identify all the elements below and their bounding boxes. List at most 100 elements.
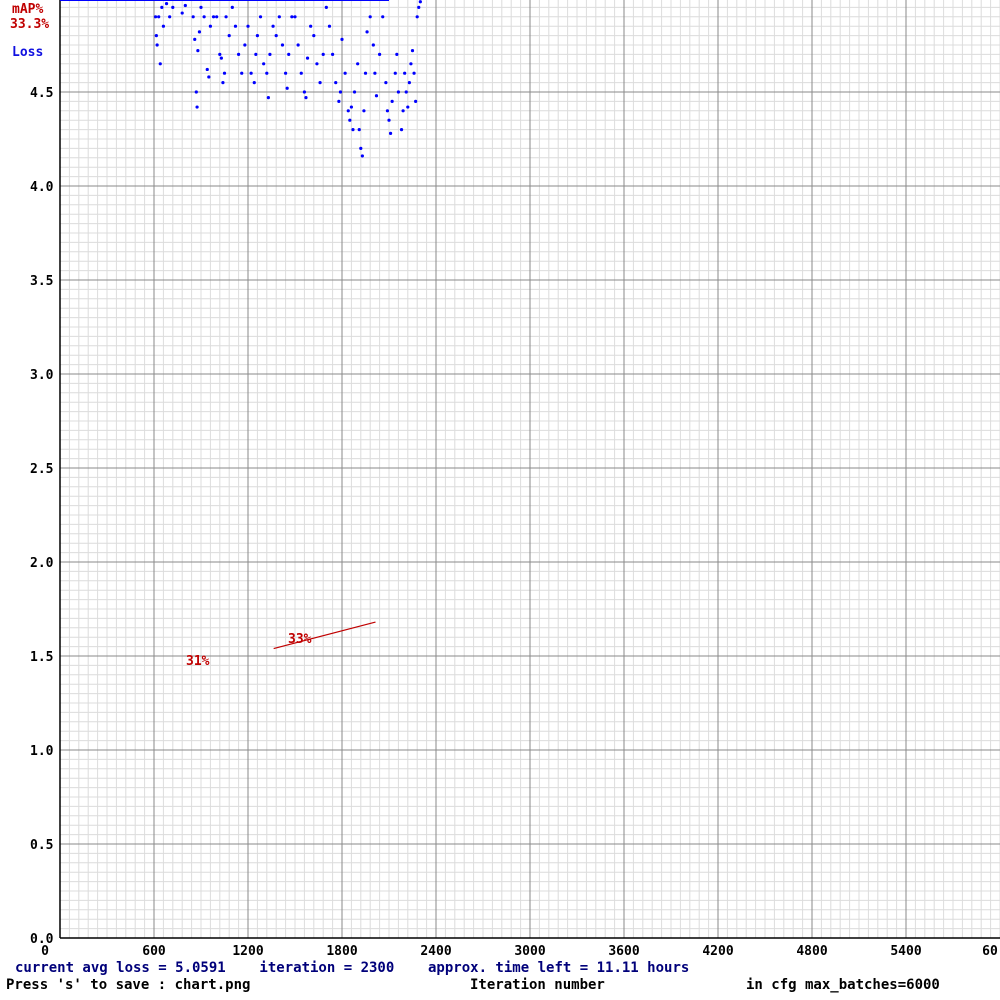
loss-point [215, 15, 219, 19]
loss-point [331, 52, 335, 57]
loss-point [285, 86, 289, 90]
legend-map-value: 33.3% [10, 17, 49, 32]
y-tick-label: 1.0 [30, 744, 54, 759]
loss-point [406, 105, 410, 109]
loss-point [363, 71, 368, 75]
loss-point [417, 5, 421, 9]
loss-point [362, 109, 366, 113]
loss-point [414, 99, 418, 103]
loss-point [155, 43, 159, 47]
legend-map-label: mAP% [12, 2, 43, 17]
loss-point [321, 52, 325, 57]
loss-point [196, 49, 200, 53]
x-tick-label: 60 [982, 944, 998, 959]
loss-point [197, 30, 202, 34]
loss-point [403, 71, 407, 75]
loss-point [378, 52, 382, 57]
loss-point [374, 94, 379, 98]
loss-point [249, 71, 253, 75]
loss-point [211, 15, 216, 19]
loss-point [404, 90, 408, 94]
loss-point [346, 109, 350, 113]
loss-point [230, 5, 234, 9]
loss-point [401, 109, 405, 113]
loss-point [418, 0, 422, 4]
legend: mAP% 33.3% Loss [10, 2, 49, 60]
x-tick-label: 4200 [702, 944, 733, 959]
loss-point [271, 24, 275, 28]
loss-point [222, 71, 227, 75]
loss-point [180, 11, 184, 15]
loss-point [412, 71, 416, 75]
loss-point [290, 15, 294, 19]
legend-loss-label: Loss [12, 45, 43, 60]
y-tick-label: 3.0 [30, 368, 54, 383]
loss-point [390, 99, 394, 103]
loss-point [396, 90, 400, 94]
loss-point [407, 81, 411, 85]
loss-point [410, 49, 415, 53]
loss-point [205, 67, 209, 72]
loss-point [296, 43, 300, 47]
loss-point [385, 109, 390, 113]
loss-point [240, 71, 244, 75]
loss-point [233, 24, 238, 28]
loss-point [268, 52, 272, 57]
x-tick-label: 5400 [890, 944, 921, 959]
save-hint: Press 's' to save : chart.png [6, 977, 251, 993]
loss-point [371, 43, 375, 47]
loss-point [373, 71, 377, 75]
loss-point [312, 34, 316, 38]
loss-point [340, 37, 344, 41]
map-data-label: 31% [186, 654, 210, 669]
loss-point [255, 34, 259, 38]
y-tick-label: 4.0 [30, 180, 54, 195]
loss-point [191, 15, 195, 19]
loss-point [393, 71, 397, 75]
loss-point [202, 15, 206, 19]
loss-point [395, 52, 399, 57]
loss-point [368, 15, 372, 19]
loss-point [381, 15, 385, 19]
map-line [273, 621, 376, 650]
major-grid [60, 0, 1000, 938]
y-tick-label: 0.0 [30, 932, 54, 947]
loss-point [183, 3, 187, 8]
loss-point [309, 24, 313, 28]
loss-point [293, 15, 297, 19]
axes [59, 0, 1000, 939]
loss-point [254, 52, 258, 57]
loss-point [384, 81, 388, 85]
loss-point [227, 34, 231, 38]
loss-point [207, 75, 211, 79]
loss-point [287, 52, 291, 57]
loss-point [221, 81, 225, 85]
loss-point [327, 24, 332, 28]
loss-point [338, 90, 343, 94]
loss-point [324, 5, 328, 9]
y-tick-labels: 0.0 0.5 1.0 1.5 2.0 2.5 3.0 3.5 4.0 4.5 [30, 86, 54, 947]
loss-point [337, 99, 341, 103]
map-series: 31% 33% [186, 621, 376, 669]
x-tick-label: 600 [142, 944, 166, 959]
loss-point [160, 5, 164, 9]
loss-point [266, 96, 270, 100]
loss-point [356, 62, 360, 66]
loss-point [158, 62, 162, 66]
loss-point [348, 118, 352, 122]
loss-point [284, 71, 288, 75]
loss-point [265, 71, 269, 75]
loss-point [277, 15, 281, 19]
loss-point [258, 15, 263, 19]
x-tick-label: 4800 [796, 944, 827, 959]
loss-point [318, 81, 322, 85]
loss-point [193, 37, 197, 41]
loss-point [304, 96, 308, 100]
x-tick-label: 3000 [514, 944, 545, 959]
loss-point [415, 15, 419, 19]
loss-point [252, 81, 256, 85]
loss-series [60, 0, 422, 158]
loss-point [194, 90, 198, 94]
loss-point [154, 34, 158, 38]
